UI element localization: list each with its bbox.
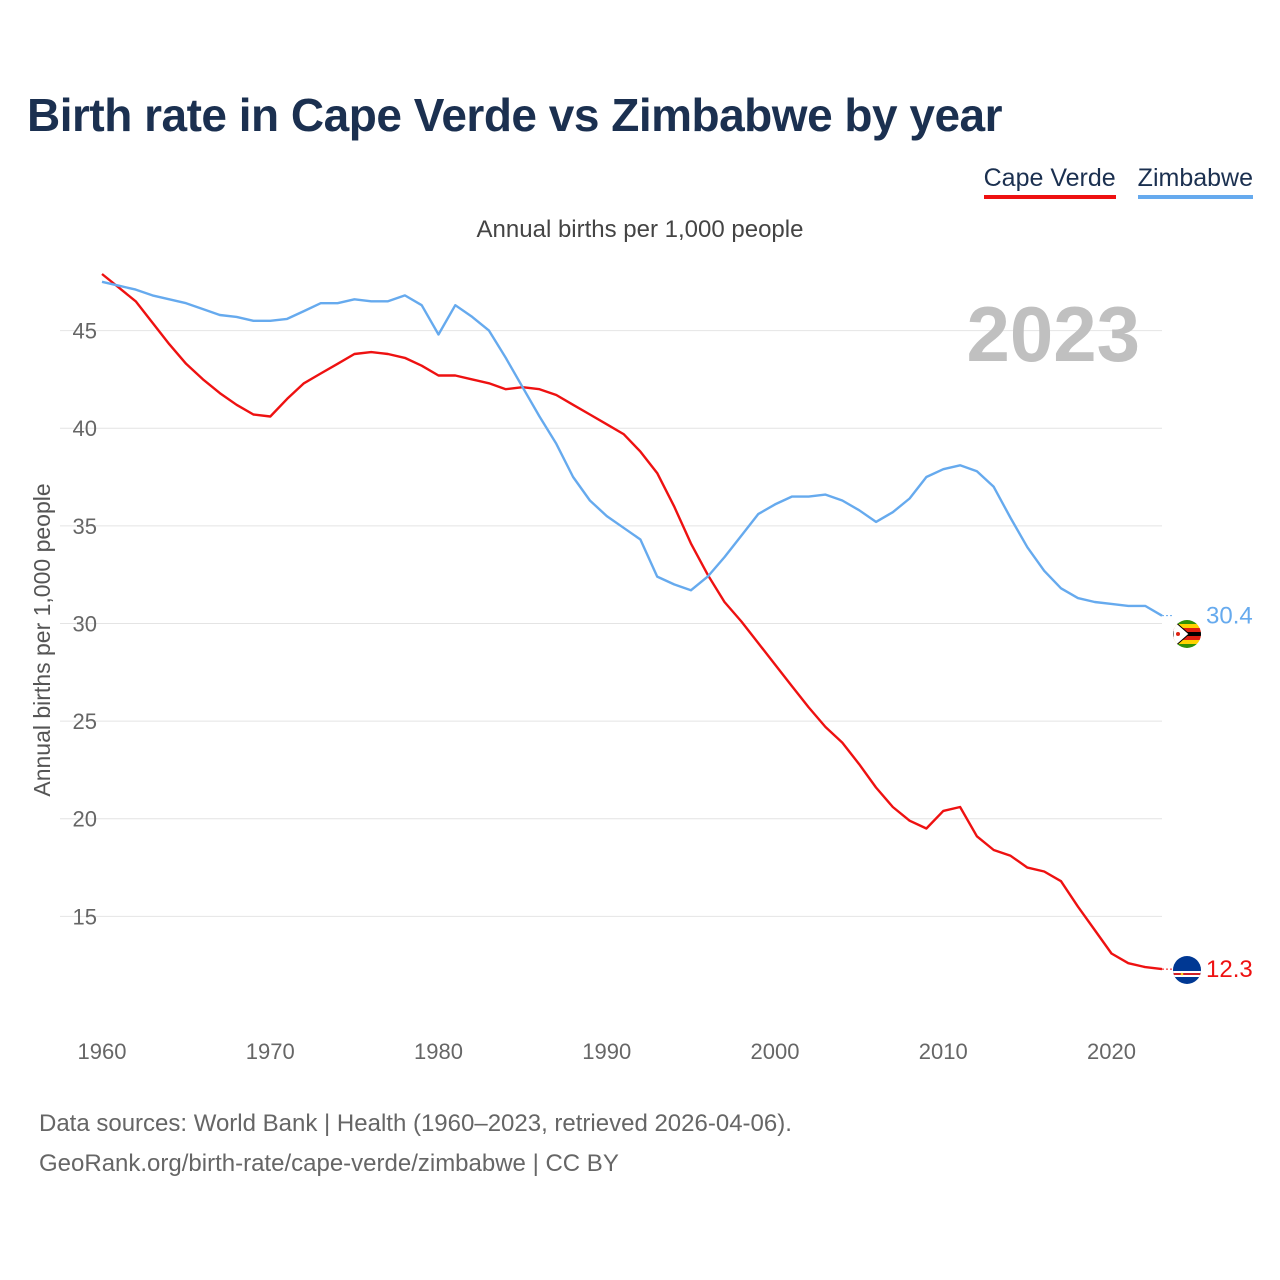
source-line-1: Data sources: World Bank | Health (1960–… [39, 1110, 792, 1137]
year-display: 2023 [966, 290, 1140, 378]
x-tick-label: 1960 [78, 1039, 127, 1064]
source-line-2: GeoRank.org/birth-rate/cape-verde/zimbab… [39, 1150, 619, 1177]
legend-item-zimbabwe[interactable]: Zimbabwe [1137, 164, 1253, 199]
legend: Cape Verde Zimbabwe [983, 164, 1253, 199]
y-tick-label: 25 [73, 709, 97, 734]
end-label-zimbabwe: 30.4 [1206, 603, 1253, 630]
series-line-zimbabwe [101, 280, 1163, 617]
y-tick-label: 30 [73, 611, 97, 636]
y-tick-label: 15 [73, 904, 97, 929]
y-tick-label: 45 [73, 319, 97, 344]
legend-item-cape-verde[interactable]: Cape Verde [983, 164, 1116, 199]
zimbabwe-flag-icon [1173, 620, 1201, 648]
x-tick-label: 2000 [751, 1039, 800, 1064]
x-tick-label: 2010 [919, 1039, 968, 1064]
x-tick-label: 1970 [246, 1039, 295, 1064]
gridlines [60, 330, 1162, 917]
y-axis: 15 20 25 30 35 40 45 [73, 319, 97, 930]
series-line-cape-verde [101, 273, 1163, 971]
source-note: Data sources: World Bank | Health (1960–… [39, 1104, 792, 1184]
chart-title: Birth rate in Cape Verde vs Zimbabwe by … [27, 89, 1003, 141]
y-tick-label: 20 [73, 807, 97, 832]
end-label-cape-verde: 12.3 [1206, 956, 1253, 983]
y-tick-label: 40 [73, 416, 97, 441]
x-tick-label: 2020 [1087, 1039, 1136, 1064]
cape-verde-flag-icon [1173, 956, 1201, 984]
end-labels: 12.3 30.4 [1162, 603, 1253, 983]
y-axis-label: Annual births per 1,000 people [29, 483, 55, 796]
x-axis: 1960 1970 1980 1990 2000 2010 2020 [78, 1039, 1136, 1064]
chart-subtitle: Annual births per 1,000 people [476, 216, 804, 243]
series-lines [101, 273, 1163, 971]
y-tick-label: 35 [73, 514, 97, 539]
x-tick-label: 1980 [414, 1039, 463, 1064]
x-tick-label: 1990 [582, 1039, 631, 1064]
